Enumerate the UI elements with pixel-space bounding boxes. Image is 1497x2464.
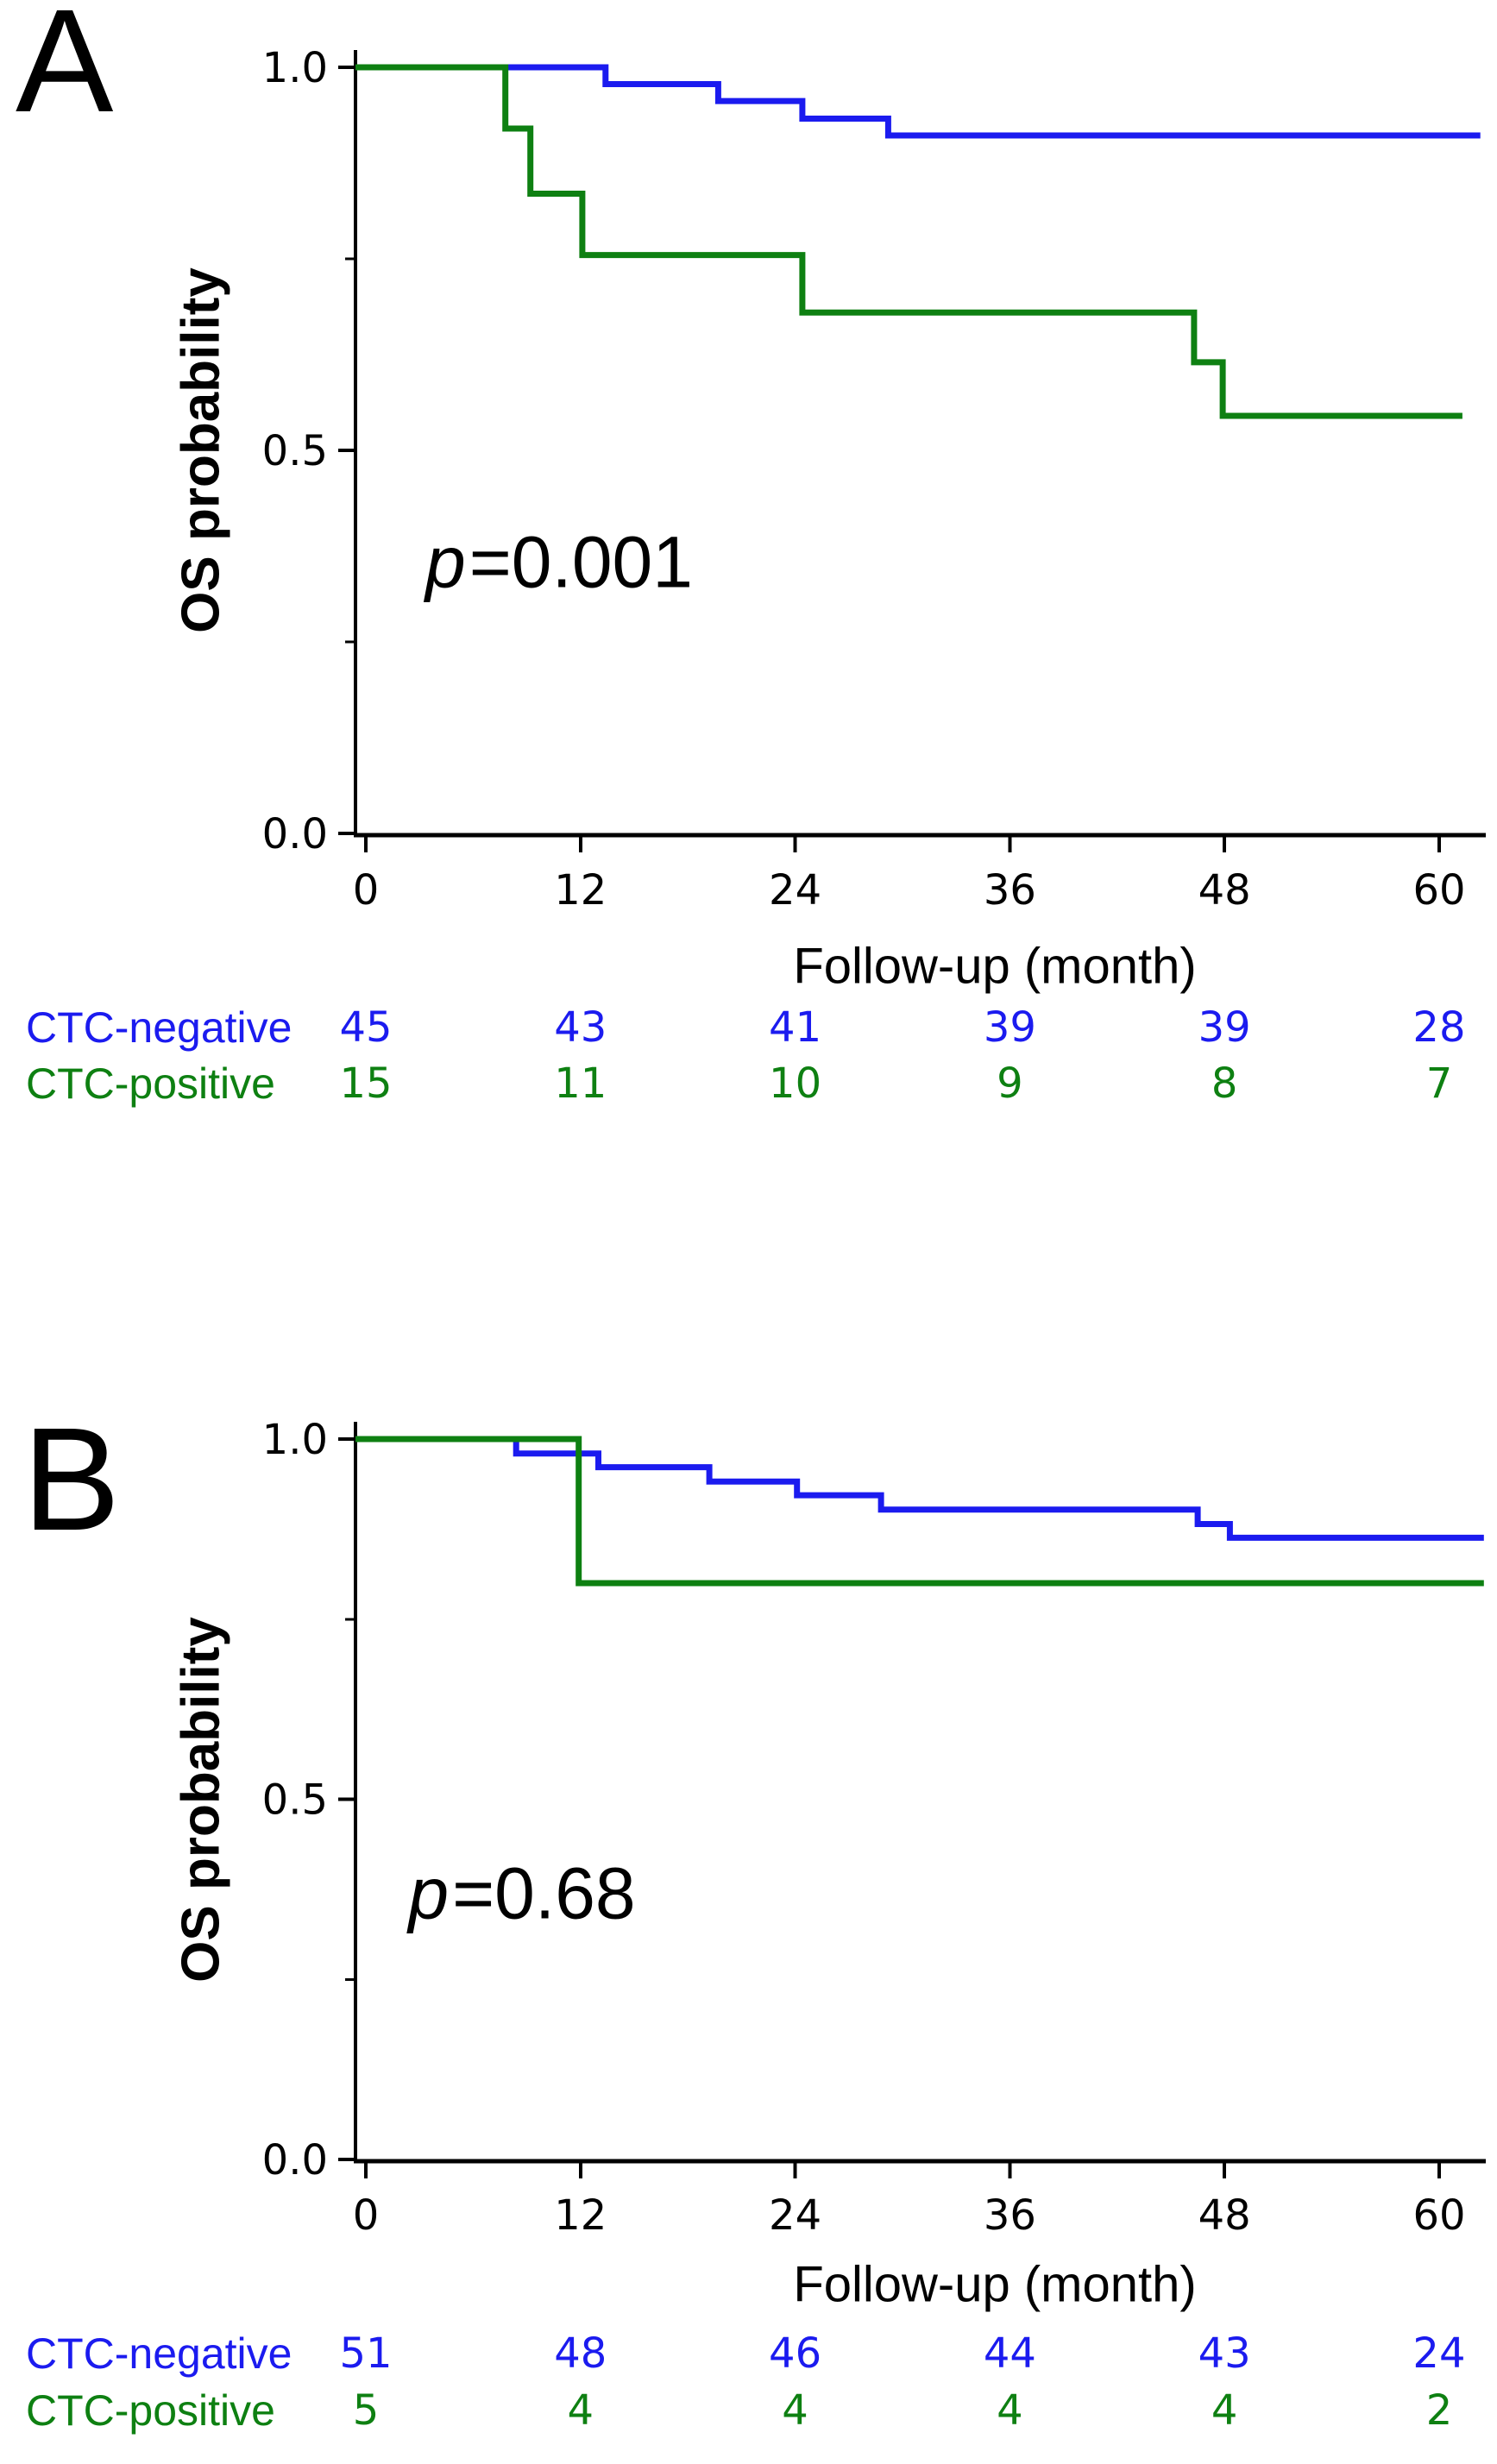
risk-count: 48 bbox=[554, 2329, 607, 2378]
panel-letter-b: B bbox=[22, 1398, 121, 1562]
x-tick-label: 12 bbox=[554, 866, 607, 915]
risk-label-ctc-negative-b: CTC-negative bbox=[26, 2329, 292, 2378]
risk-count: 44 bbox=[983, 2329, 1036, 2378]
risk-count: 28 bbox=[1412, 1003, 1466, 1052]
x-tick-label: 60 bbox=[1412, 866, 1465, 915]
y-tick-label: 1.0 bbox=[262, 44, 328, 92]
x-tick-label: 0 bbox=[353, 2191, 380, 2240]
p-value-a-number: =0.001 bbox=[469, 521, 693, 603]
y-tick-label: 1.0 bbox=[262, 1416, 328, 1464]
risk-count: 45 bbox=[339, 1003, 393, 1052]
x-axis-title-b: Follow-up (month) bbox=[793, 2256, 1197, 2313]
km-curve-ctc-negative-a bbox=[355, 64, 1481, 139]
risk-count: 15 bbox=[339, 1059, 393, 1108]
x-tick-label: 36 bbox=[984, 866, 1036, 915]
km-curve-ctc-positive-b bbox=[355, 1436, 1484, 1587]
km-curve-ctc-negative-b bbox=[355, 1436, 1484, 1541]
risk-count: 7 bbox=[1425, 1059, 1453, 1108]
x-tick-label: 12 bbox=[554, 2191, 607, 2240]
risk-count: 5 bbox=[352, 2386, 380, 2435]
risk-count: 8 bbox=[1211, 1059, 1238, 1108]
x-tick-label: 48 bbox=[1198, 2191, 1251, 2240]
risk-count: 24 bbox=[1412, 2329, 1466, 2378]
x-tick-label: 60 bbox=[1412, 2191, 1465, 2240]
risk-label-ctc-positive-b: CTC-positive bbox=[26, 2386, 275, 2435]
p-value-a-symbol: p bbox=[425, 521, 466, 603]
risk-count: 39 bbox=[1198, 1003, 1251, 1052]
risk-count: 9 bbox=[997, 1059, 1023, 1108]
risk-count: 43 bbox=[554, 1003, 607, 1052]
risk-count: 11 bbox=[554, 1059, 607, 1108]
risk-count: 39 bbox=[983, 1003, 1036, 1052]
risk-count: 4 bbox=[1211, 2386, 1238, 2435]
x-tick-label: 24 bbox=[769, 2191, 821, 2240]
x-tick-label: 0 bbox=[353, 866, 380, 915]
risk-count: 10 bbox=[769, 1059, 822, 1108]
x-tick-label: 24 bbox=[769, 866, 821, 915]
risk-count: 43 bbox=[1198, 2329, 1251, 2378]
risk-label-ctc-negative-a: CTC-negative bbox=[26, 1003, 292, 1052]
y-axis-title-b: OS probability bbox=[171, 1617, 231, 1983]
x-tick-label: 48 bbox=[1198, 866, 1251, 915]
y-tick-label: 0.5 bbox=[262, 427, 328, 475]
risk-count: 51 bbox=[339, 2329, 393, 2378]
risk-count: 41 bbox=[769, 1003, 822, 1052]
risk-count: 4 bbox=[782, 2386, 808, 2435]
x-axis-title-a: Follow-up (month) bbox=[793, 938, 1197, 995]
x-tick-label: 36 bbox=[984, 2191, 1036, 2240]
risk-count: 4 bbox=[997, 2386, 1023, 2435]
y-tick-label: 0.0 bbox=[262, 2136, 328, 2184]
y-tick-label: 0.0 bbox=[262, 810, 328, 858]
p-value-a: p=0.001 bbox=[425, 521, 693, 605]
risk-count: 4 bbox=[567, 2386, 594, 2435]
km-curve-ctc-positive-a bbox=[355, 64, 1462, 419]
risk-count: 2 bbox=[1425, 2386, 1453, 2435]
risk-label-ctc-positive-a: CTC-positive bbox=[26, 1059, 275, 1108]
risk-count: 46 bbox=[769, 2329, 822, 2378]
p-value-b-symbol: p bbox=[408, 1852, 450, 1934]
y-tick-label: 0.5 bbox=[262, 1776, 328, 1825]
p-value-b: p=0.68 bbox=[408, 1852, 635, 1936]
y-axis-title-a: OS probability bbox=[171, 267, 231, 633]
panel-letter-a: A bbox=[16, 0, 114, 143]
p-value-b-number: =0.68 bbox=[452, 1852, 636, 1934]
